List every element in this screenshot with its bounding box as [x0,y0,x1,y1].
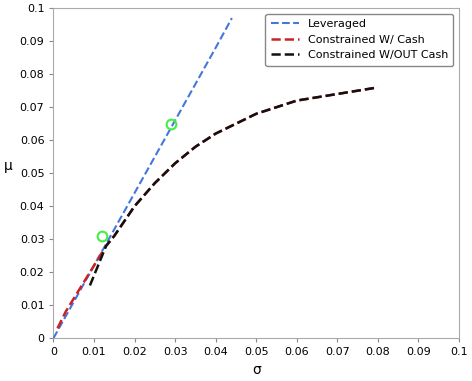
Constrained W/OUT Cash [253,112,259,116]
Constrained W/ Cash [193,144,198,149]
X-axis label: σ: σ [252,363,261,377]
Leveraged [51,336,56,341]
Constrained W/OUT Cash [172,161,178,166]
Constrained W/OUT Cash [294,98,300,103]
Constrained W/ Cash [132,204,137,208]
Constrained W/OUT Cash [152,181,158,186]
Leveraged [71,299,76,304]
Constrained W/ Cash [95,257,101,261]
Line: Constrained W/ Cash: Constrained W/ Cash [58,87,378,328]
Constrained W/OUT Cash [87,283,93,288]
Constrained W/OUT Cash [193,144,198,149]
Constrained W/ Cash [87,270,93,275]
Leveraged [91,263,97,268]
Constrained W/ Cash [152,181,158,186]
Constrained W/ Cash [79,283,84,288]
Constrained W/OUT Cash [95,263,101,268]
Leveraged [132,191,137,195]
Constrained W/ Cash [63,309,68,314]
Constrained W/OUT Cash [111,234,117,238]
Constrained W/OUT Cash [375,85,381,90]
Constrained W/OUT Cash [132,204,137,208]
Constrained W/OUT Cash [335,92,340,96]
Constrained W/ Cash [55,326,60,331]
Leveraged [172,118,178,123]
Constrained W/OUT Cash [99,253,105,258]
Constrained W/ Cash [335,92,340,96]
Constrained W/ Cash [213,131,219,136]
Constrained W/ Cash [111,234,117,238]
Constrained W/ Cash [71,296,76,301]
Line: Constrained W/OUT Cash: Constrained W/OUT Cash [90,87,378,285]
Constrained W/OUT Cash [103,243,109,248]
Constrained W/OUT Cash [213,131,219,136]
Leveraged [152,154,158,159]
Y-axis label: μ: μ [4,159,13,173]
Legend: Leveraged, Constrained W/ Cash, Constrained W/OUT Cash: Leveraged, Constrained W/ Cash, Constrai… [265,14,454,66]
Leveraged [193,82,198,86]
Constrained W/ Cash [103,243,109,248]
Constrained W/ Cash [253,112,259,116]
Leveraged [111,227,117,232]
Constrained W/ Cash [375,85,381,90]
Leveraged [229,16,235,20]
Line: Leveraged: Leveraged [53,18,232,338]
Constrained W/ Cash [172,161,178,166]
Constrained W/ Cash [294,98,300,103]
Leveraged [213,45,219,50]
